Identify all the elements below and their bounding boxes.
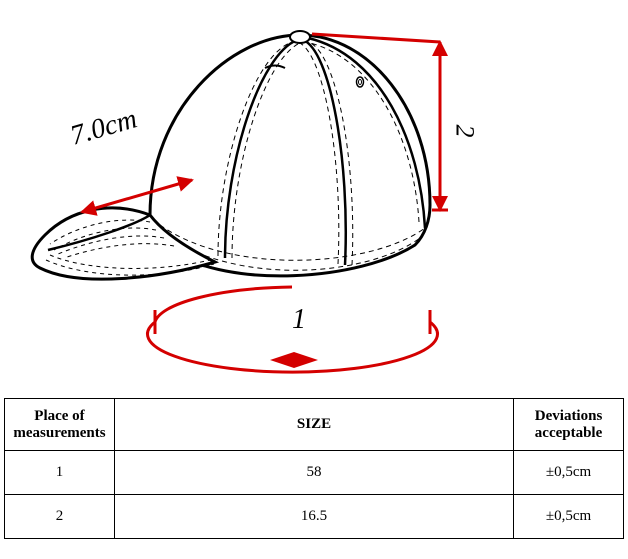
cell-size: 58 — [114, 451, 513, 495]
measurement-2-label: 2 — [450, 125, 480, 138]
size-table: Place of measurements SIZE Deviations ac… — [4, 398, 624, 539]
table-row: 2 16.5 ±0,5cm — [5, 495, 624, 539]
table-header-row: Place of measurements SIZE Deviations ac… — [5, 399, 624, 451]
header-deviations: Deviations acceptable — [514, 399, 624, 451]
measurement-1-label: 1 — [292, 304, 306, 336]
cell-place: 1 — [5, 451, 115, 495]
cap-diagram: 7.0cm 1 2 — [0, 0, 628, 395]
table-row: 1 58 ±0,5cm — [5, 451, 624, 495]
cell-place: 2 — [5, 495, 115, 539]
cell-deviation: ±0,5cm — [514, 451, 624, 495]
cell-size: 16.5 — [114, 495, 513, 539]
header-size: SIZE — [114, 399, 513, 451]
cell-deviation: ±0,5cm — [514, 495, 624, 539]
header-place: Place of measurements — [5, 399, 115, 451]
